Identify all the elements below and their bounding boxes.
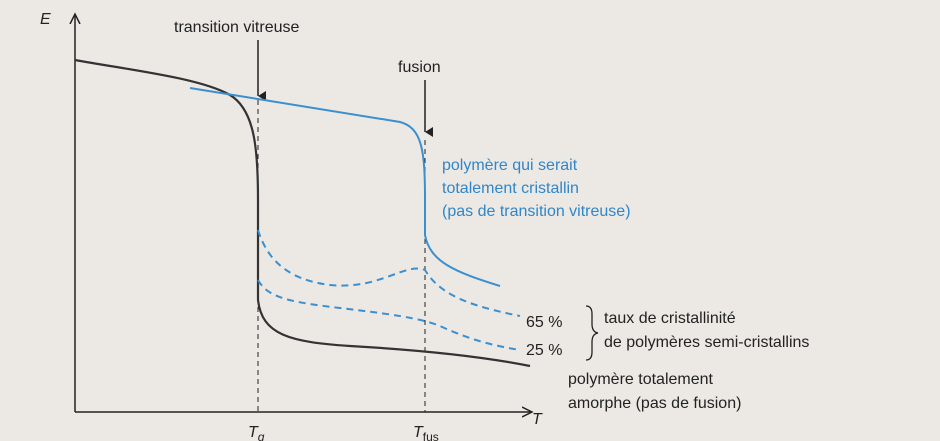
tick-tfus: Tfus: [413, 424, 439, 441]
amorphous-curve: [74, 58, 531, 368]
brace: [585, 305, 599, 361]
y-axis-label: E: [40, 11, 51, 28]
crystalline-label: totalement cristallin: [442, 180, 579, 197]
semi-crystalline-caption: taux de cristallinité: [604, 310, 736, 327]
crystalline-curve: [189, 87, 501, 287]
curve-65: [257, 229, 521, 317]
semi-crystalline-caption: de polymères semi-cristallins: [604, 334, 809, 351]
curve-25: [257, 279, 521, 351]
crystalline-label: polymère qui serait: [442, 157, 578, 174]
glass-transition-label: transition vitreuse: [174, 19, 299, 36]
amorphous-label: polymère totalement: [568, 371, 714, 388]
crystalline-label: (pas de transition vitreuse): [442, 203, 631, 220]
level-label: 25 %: [526, 342, 562, 359]
level-label: 65 %: [526, 314, 562, 331]
melting-label: fusion: [398, 59, 441, 76]
x-axis-label: T: [532, 411, 543, 428]
amorphous-label: amorphe (pas de fusion): [568, 395, 741, 412]
tick-tg: Tg: [248, 424, 265, 441]
